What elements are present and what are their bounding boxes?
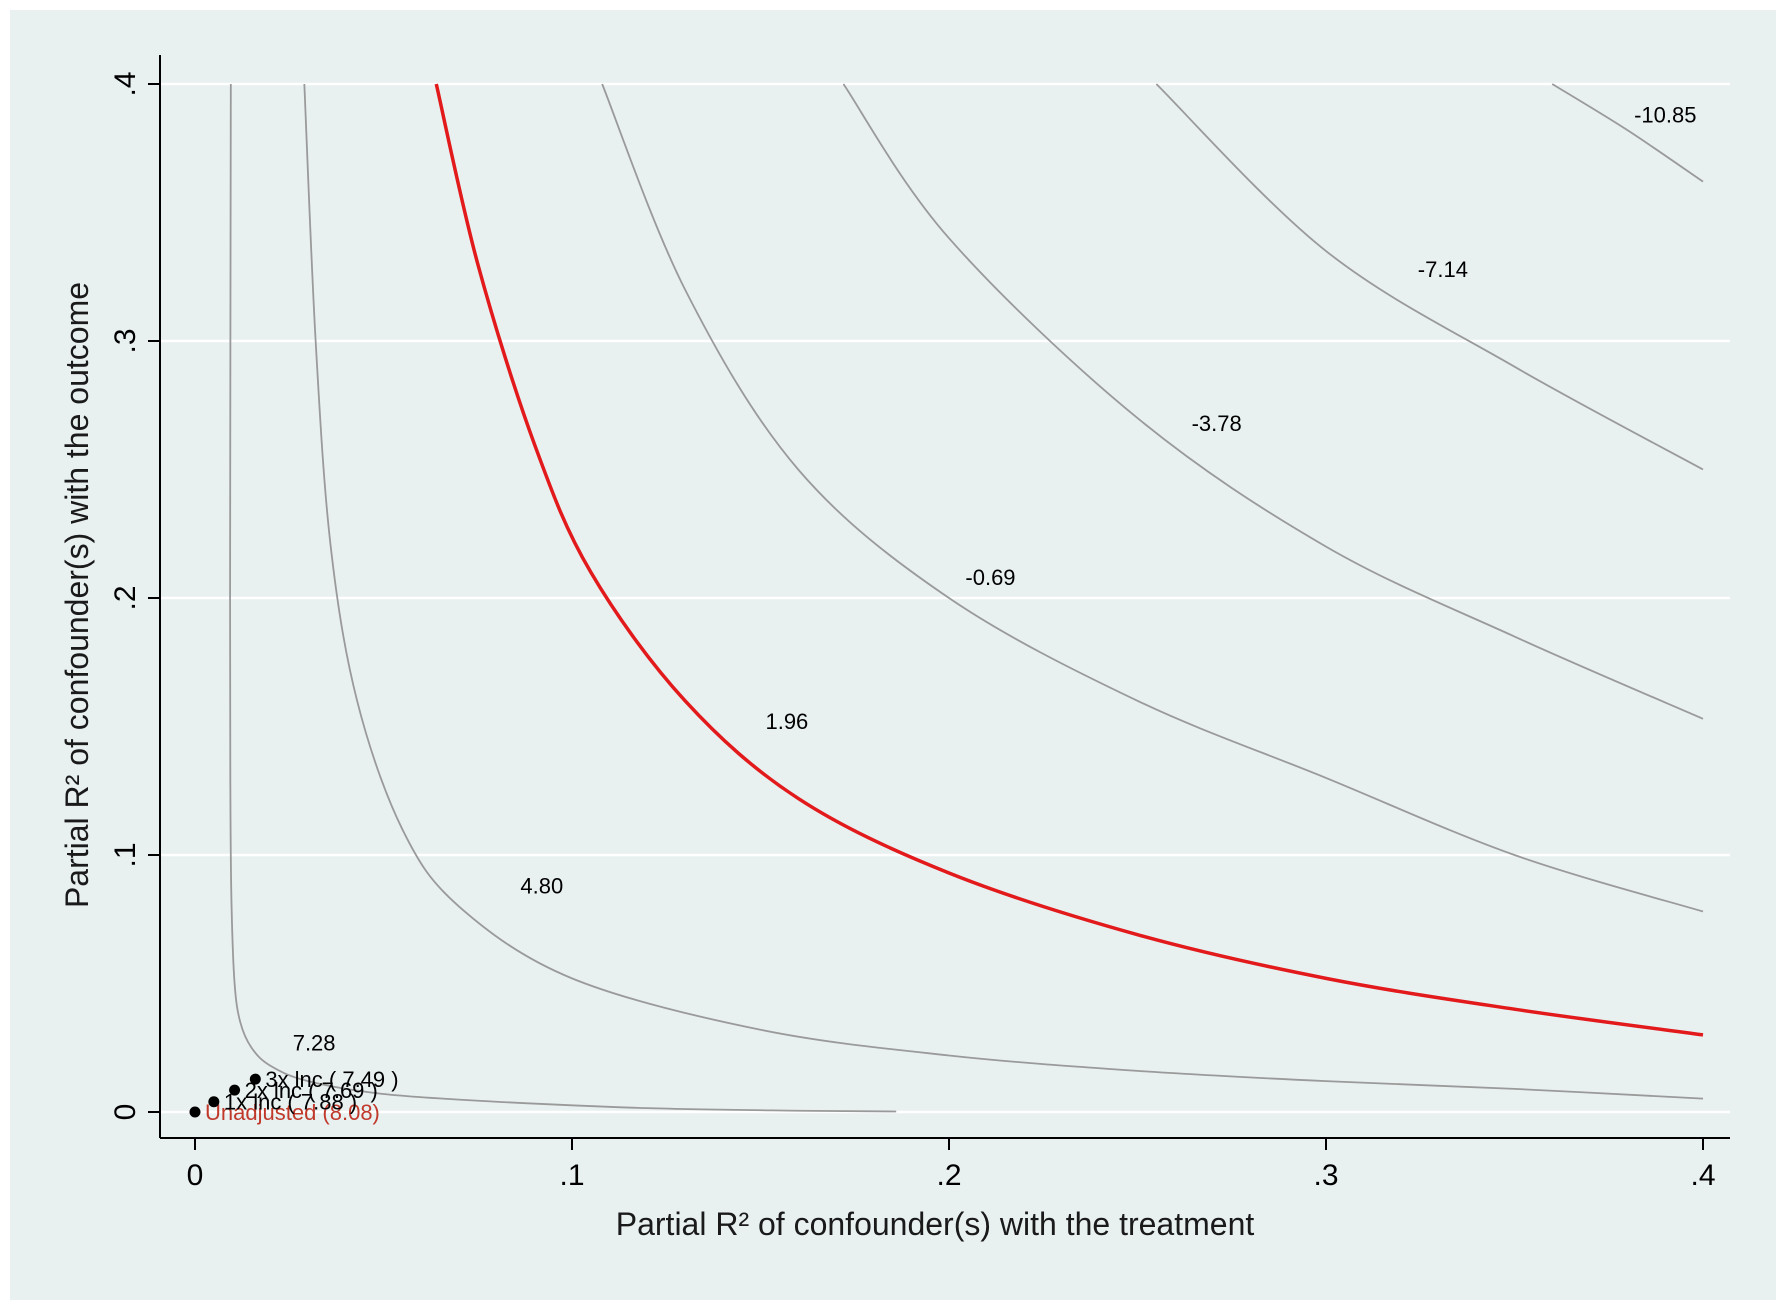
contour-line-6 (1551, 83, 1704, 183)
x-tick-label-0: 0 (187, 1159, 204, 1192)
x-tick-label-2: .2 (936, 1159, 961, 1192)
benchmark-point-label-3: 3x lnc ( 7.49 ) (265, 1067, 398, 1092)
contour-line-1 (303, 83, 1704, 1100)
chart-background (10, 10, 1776, 1300)
benchmark-points: Unadjusted (8.08)1x lnc ( 7.88 )2x lnc (… (189, 1067, 399, 1125)
contour-label-5: -7.14 (1418, 257, 1468, 282)
benchmark-point-label-1: 1x lnc ( 7.88 ) (224, 1090, 357, 1115)
contour-line-4 (842, 83, 1704, 720)
x-ticks: 0 .1 .2 .3 .4 (187, 1138, 1716, 1192)
benchmark-point-label-0: Unadjusted (8.08) (205, 1100, 380, 1125)
y-axis-title: Partial R² of confounder(s) with the out… (59, 282, 95, 908)
benchmark-point-label-2: 2x lnc ( 7.69 ) (245, 1078, 378, 1103)
contour-label-0: 7.28 (293, 1030, 336, 1055)
contour-line-2 (434, 83, 1704, 1037)
axes (159, 55, 1730, 1139)
contour-label-2: 1.96 (765, 709, 808, 734)
contour-lines (229, 83, 1704, 1113)
x-axis-title: Partial R² of confounder(s) with the tre… (616, 1206, 1255, 1242)
y-tick-label-0: 0 (109, 1104, 142, 1121)
contour-line-5 (1155, 83, 1704, 471)
x-tick-label-4: .4 (1690, 1159, 1715, 1192)
x-tick-label-1: .1 (559, 1159, 584, 1192)
contour-label-3: -0.69 (965, 565, 1015, 590)
contour-labels: 7.28 4.80 1.96 -0.69 -3.78 -7.14 -10.85 (293, 103, 1697, 1056)
contour-label-4: -3.78 (1192, 411, 1242, 436)
contour-label-6: -10.85 (1634, 103, 1696, 128)
contour-line-3 (601, 83, 1704, 913)
contour-line-0 (229, 83, 897, 1113)
y-tick-label-1: .1 (109, 842, 142, 867)
x-tick-label-3: .3 (1313, 1159, 1338, 1192)
contour-label-1: 4.80 (520, 874, 563, 899)
y-ticks: 0 .1 .2 .3 .4 (109, 71, 160, 1120)
benchmark-point-2 (229, 1084, 241, 1096)
gridlines (160, 82, 1730, 1114)
y-tick-label-2: .2 (109, 585, 142, 610)
benchmark-point-3 (249, 1073, 261, 1085)
y-tick-label-4: .4 (109, 71, 142, 96)
y-tick-label-3: .3 (109, 328, 142, 353)
benchmark-point-1 (208, 1096, 220, 1108)
benchmark-point-0 (189, 1106, 201, 1118)
